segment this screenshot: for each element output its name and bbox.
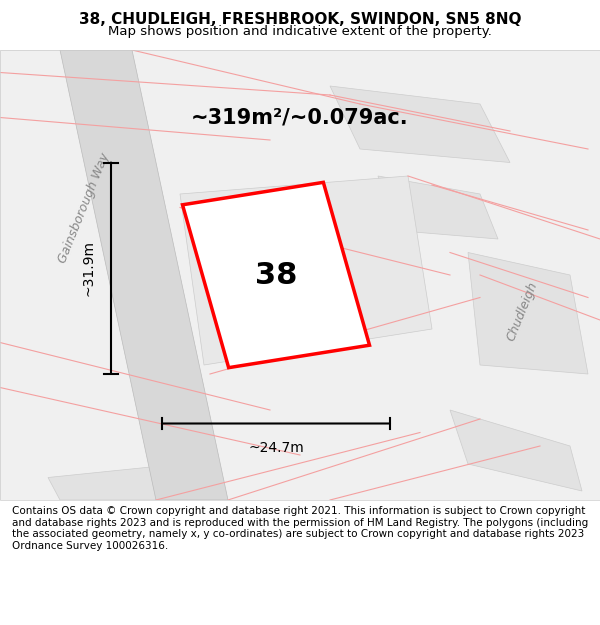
Polygon shape bbox=[330, 86, 510, 162]
Text: 38: 38 bbox=[255, 261, 297, 289]
Text: ~24.7m: ~24.7m bbox=[248, 441, 304, 456]
Polygon shape bbox=[450, 410, 582, 491]
Polygon shape bbox=[468, 253, 588, 374]
Text: Map shows position and indicative extent of the property.: Map shows position and indicative extent… bbox=[108, 24, 492, 38]
Text: ~319m²/~0.079ac.: ~319m²/~0.079ac. bbox=[191, 107, 409, 127]
Text: Gainsborough Way: Gainsborough Way bbox=[56, 151, 112, 264]
Text: Contains OS data © Crown copyright and database right 2021. This information is : Contains OS data © Crown copyright and d… bbox=[12, 506, 588, 551]
Polygon shape bbox=[180, 176, 432, 365]
Polygon shape bbox=[378, 176, 498, 239]
Polygon shape bbox=[60, 50, 228, 500]
Text: Chudleigh: Chudleigh bbox=[504, 279, 540, 342]
Polygon shape bbox=[182, 182, 370, 368]
Text: 38, CHUDLEIGH, FRESHBROOK, SWINDON, SN5 8NQ: 38, CHUDLEIGH, FRESHBROOK, SWINDON, SN5 … bbox=[79, 12, 521, 28]
Text: ~31.9m: ~31.9m bbox=[82, 240, 96, 296]
Polygon shape bbox=[48, 464, 210, 500]
